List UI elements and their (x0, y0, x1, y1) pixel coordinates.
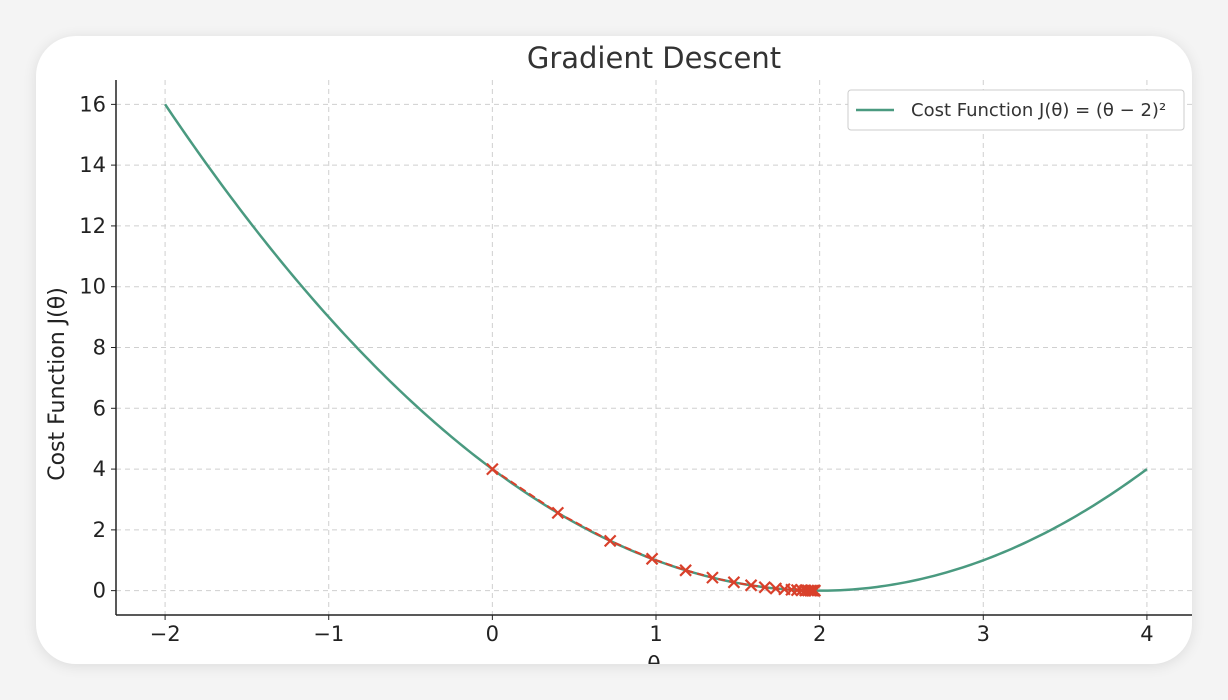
chart-title: Gradient Descent (527, 41, 781, 75)
descent-step-marker (551, 506, 565, 520)
y-tick-label: 10 (79, 275, 106, 299)
x-axis-label: θ (647, 653, 660, 664)
marker-stroke (486, 462, 499, 476)
y-tick-label: 0 (93, 579, 106, 603)
y-tick-label: 12 (79, 214, 106, 238)
marker-stroke (804, 584, 817, 597)
y-tick-label: 16 (79, 92, 106, 116)
marker-stroke (645, 552, 659, 566)
y-tick-label: 14 (79, 153, 106, 177)
marker-stroke (808, 584, 822, 597)
marker-stroke (758, 580, 772, 594)
descent-step-marker (645, 552, 659, 566)
marker-stroke (785, 583, 798, 597)
marker-stroke (679, 564, 692, 577)
descent-step-marker (679, 564, 692, 577)
y-tick-label: 6 (93, 396, 106, 420)
descent-step-marker (727, 576, 741, 589)
marker-stroke (727, 576, 741, 589)
descent-step-marker (706, 571, 719, 584)
descent-step-marker (804, 584, 817, 597)
legend: Cost Function J(θ) = (θ − 2)² (847, 89, 1185, 131)
x-tick-label: 3 (977, 622, 990, 646)
y-axis-label: Cost Function J(θ) (45, 287, 70, 481)
x-tick-label: 1 (649, 622, 662, 646)
marker-stroke (551, 506, 565, 520)
marker-stroke (744, 579, 758, 592)
marker-stroke (706, 571, 719, 584)
y-tick-label: 8 (93, 336, 106, 360)
descent-step-marker (486, 462, 499, 476)
legend-label: Cost Function J(θ) = (θ − 2)² (911, 100, 1166, 121)
y-tick-label: 2 (93, 518, 106, 542)
descent-step-marker (603, 534, 617, 548)
series-layer (164, 103, 1148, 597)
descent-step-marker (744, 579, 758, 592)
x-tick-label: −2 (150, 622, 181, 646)
marker-stroke (603, 534, 617, 548)
x-tick-label: −1 (313, 622, 344, 646)
x-tick-label: 0 (486, 622, 499, 646)
chart-card: −2 −1 0 1 2 3 4 0 2 4 6 8 10 12 14 16 Gradient Descent … (36, 36, 1192, 664)
grid (116, 80, 1192, 615)
y-tick-label: 4 (93, 457, 106, 481)
x-tick-label: 4 (1140, 622, 1153, 646)
x-tick-label: 2 (813, 622, 826, 646)
descent-step-marker (808, 584, 822, 597)
legend-box (847, 89, 1185, 131)
descent-step-marker (758, 580, 772, 594)
